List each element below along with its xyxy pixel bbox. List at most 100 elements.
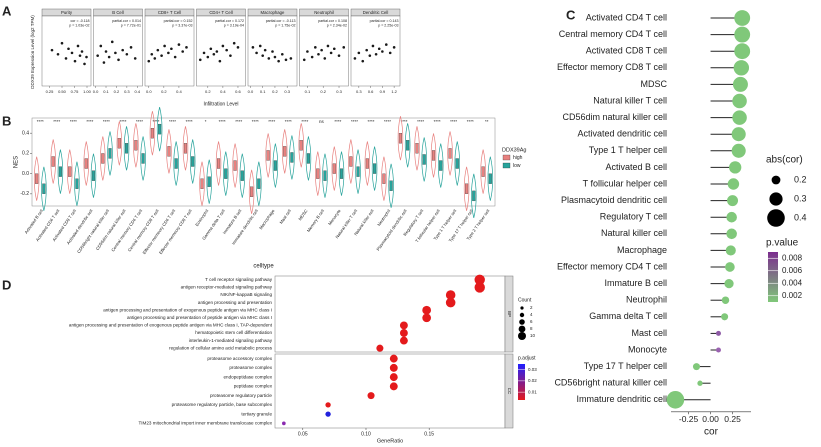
x-tick-label: 0.3 (124, 89, 130, 94)
violin-box (200, 178, 204, 189)
lollipop-dot (725, 245, 736, 256)
x-axis-label: celltype (253, 264, 274, 270)
category-label: Activated CD4 T cell (586, 12, 667, 22)
violin-box (431, 150, 436, 161)
violin-box (448, 148, 452, 159)
lollipop-dot (726, 228, 737, 240)
violin-box (299, 140, 303, 151)
x-tick-label: 0.4 (135, 89, 141, 94)
y-tick-label: -0.2 (20, 191, 29, 197)
legend-title: p.value (766, 238, 799, 249)
legend-label: high (513, 155, 523, 161)
violin-box (283, 146, 287, 157)
violin-box (415, 143, 419, 154)
legend-label: 0.2 (794, 174, 807, 184)
violin (421, 137, 427, 182)
violin (348, 139, 354, 184)
violin-box (84, 158, 88, 169)
violin (480, 149, 486, 194)
point (202, 51, 206, 55)
violin (322, 153, 328, 198)
significance-label: **** (401, 119, 408, 124)
facet-label: BP (507, 311, 512, 317)
violin-box (356, 166, 360, 177)
violin-box (332, 163, 336, 174)
violin-box (472, 190, 476, 202)
point (163, 44, 166, 48)
annotation: p = 3.37e-03 (172, 23, 192, 27)
violin-box (439, 160, 443, 171)
violin-box (465, 183, 469, 194)
violin (140, 136, 146, 181)
violin (437, 143, 444, 188)
point (263, 48, 267, 52)
point (215, 50, 219, 53)
legend-label: 0.006 (782, 266, 803, 275)
category-label: Activated dendritic cell (577, 129, 667, 139)
legend-label: 0.4 (794, 212, 807, 222)
term-label: T cell receptor signaling pathway (205, 277, 273, 282)
violin-box (174, 158, 178, 169)
category-label: Regulatory T cell (600, 212, 667, 222)
significance-label: **** (235, 119, 242, 124)
lollipop-dot (731, 127, 746, 142)
violin-box (68, 166, 72, 177)
violin (41, 166, 47, 211)
violin (397, 116, 404, 161)
term-label: antigen processing and presentation of e… (103, 307, 272, 312)
violin-box (51, 156, 55, 167)
category-label: T follicular helper cell (583, 178, 667, 188)
violin-box (58, 166, 62, 177)
violin-box (134, 140, 138, 151)
lollipop-dot (715, 347, 721, 353)
lollipop-dot (734, 10, 751, 26)
annotation: partial.cor = 0.152 (164, 19, 193, 23)
point (314, 46, 317, 49)
legend-label: 4 (530, 312, 533, 317)
x-tick-label: 0.75 (71, 89, 80, 94)
subplot-frame (196, 15, 246, 87)
violin (83, 141, 90, 186)
point (306, 50, 309, 53)
legend-title: abs(cor) (766, 155, 803, 166)
lollipop-dot (733, 60, 750, 76)
legend-label: 0.02 (528, 378, 537, 383)
point (125, 52, 129, 56)
violin-box (124, 143, 129, 154)
point (384, 43, 388, 46)
x-tick-label: 0.1 (305, 89, 311, 94)
point (342, 46, 346, 49)
point (80, 50, 84, 53)
lollipop-dot (725, 262, 735, 272)
x-tick-label: 0.2 (205, 89, 211, 94)
term-label: TIM23 mitochondrial import inner membran… (138, 421, 272, 426)
point (70, 51, 74, 55)
lollipop-dot (732, 93, 747, 109)
legend-label: 0.03 (528, 367, 537, 372)
violin (364, 141, 371, 186)
violin-box (75, 178, 79, 189)
dot (389, 363, 398, 372)
lollipop-dot (726, 211, 737, 223)
violin (381, 156, 387, 201)
point (236, 46, 240, 49)
violin (248, 169, 255, 214)
x-tick-label: 0.15 (424, 431, 434, 437)
x-tick-label: MDSC (297, 208, 308, 221)
violin (315, 151, 321, 196)
category-label: Natural killer cell (601, 228, 667, 238)
category-label: Immature dendritic cell (576, 394, 667, 404)
annotation: p = 1.03e-02 (69, 23, 89, 27)
subplot-title: Neutrophil (314, 10, 334, 15)
violin-box (108, 148, 112, 159)
annotation: partial.cor = 0.108 (318, 19, 347, 23)
violin-box (167, 146, 171, 157)
subplot-title: CD4+ T Cell (209, 10, 232, 15)
lollipop-dot (724, 278, 734, 289)
legend-size-dot (518, 325, 526, 333)
x-tick-label: Effector memeory CD4 T cell (141, 208, 176, 255)
term-label: proteasome regulatory particle, base sub… (172, 402, 273, 407)
point (361, 59, 365, 63)
